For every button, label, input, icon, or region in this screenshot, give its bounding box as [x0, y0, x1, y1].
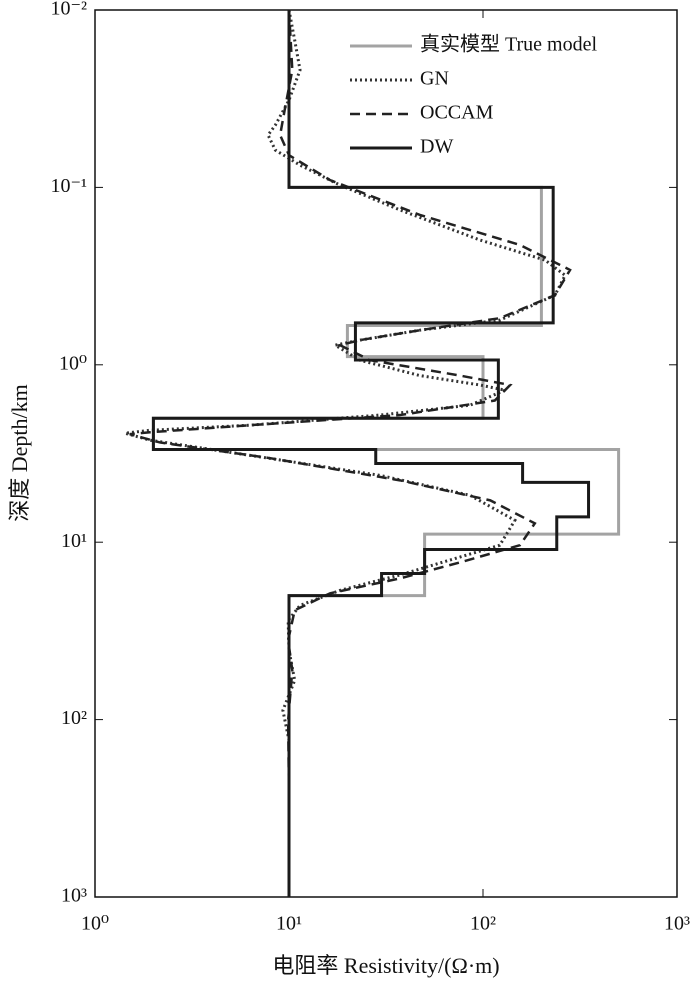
series-line	[129, 9, 572, 897]
y-tick-label: 10⁻²	[50, 0, 87, 20]
y-tick-label: 10⁰	[59, 352, 87, 374]
series-line	[124, 9, 568, 897]
plot-frame	[94, 9, 678, 898]
series-line	[151, 10, 591, 897]
x-tick-label: 10⁰	[81, 913, 109, 935]
y-tick-label: 10²	[61, 707, 87, 729]
x-tick-label: 10¹	[276, 913, 302, 935]
x-axis-title: 电阻率 Resistivity/(Ω·m)	[272, 953, 499, 978]
series-line	[151, 10, 621, 897]
y-tick-label: 10⁻¹	[50, 175, 87, 197]
legend-label: GN	[420, 68, 449, 90]
x-tick-label: 10²	[470, 913, 496, 935]
legend-label: 真实模型 True model	[420, 33, 597, 56]
x-tick-label: 10³	[664, 913, 690, 935]
y-tick-label: 10³	[61, 885, 87, 907]
y-axis-title: 深度 Depth/km	[7, 384, 32, 522]
y-tick-label: 10¹	[61, 530, 87, 552]
legend-label: DW	[420, 136, 453, 158]
legend-label: OCCAM	[420, 102, 494, 124]
